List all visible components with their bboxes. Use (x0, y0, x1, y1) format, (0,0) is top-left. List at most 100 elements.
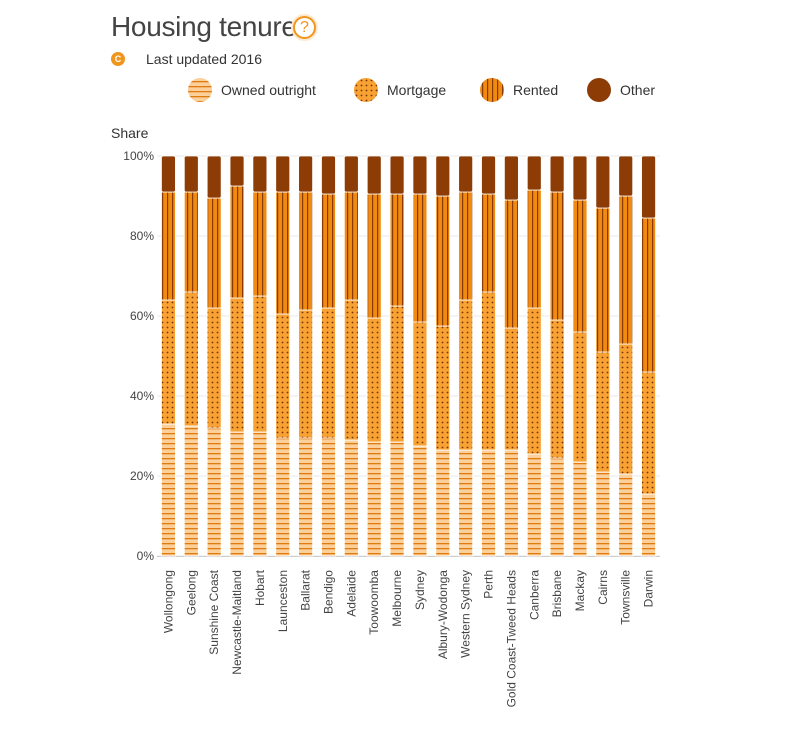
bar-segment-other[interactable] (229, 155, 245, 187)
bar-group[interactable] (572, 155, 588, 557)
bar-segment-rented[interactable] (549, 191, 565, 321)
bar-group[interactable] (458, 155, 474, 557)
bar-group[interactable] (412, 155, 428, 557)
bar-segment-rented[interactable] (183, 191, 199, 293)
bar-segment-rented[interactable] (321, 193, 336, 309)
bar-segment-mortgage[interactable] (458, 299, 474, 451)
bar-group[interactable] (435, 155, 451, 557)
bar-segment-mortgage[interactable] (206, 307, 222, 429)
bar-group[interactable] (161, 155, 176, 557)
bar-segment-rented[interactable] (503, 199, 519, 329)
bar-segment-owned-outright[interactable] (595, 471, 611, 557)
bar-segment-rented[interactable] (252, 191, 268, 297)
bar-segment-mortgage[interactable] (298, 309, 314, 439)
bar-segment-mortgage[interactable] (526, 307, 542, 455)
legend-item-mortgage[interactable]: Mortgage (354, 78, 446, 102)
bar-segment-rented[interactable] (641, 217, 656, 373)
bar-segment-other[interactable] (389, 155, 405, 195)
bar-segment-mortgage[interactable] (252, 295, 268, 433)
bar-segment-owned-outright[interactable] (275, 437, 291, 557)
bar-segment-rented[interactable] (389, 193, 405, 307)
bar-segment-rented[interactable] (229, 185, 245, 299)
bar-segment-owned-outright[interactable] (503, 449, 519, 557)
bar-segment-mortgage[interactable] (389, 305, 405, 443)
bar-segment-mortgage[interactable] (549, 319, 565, 459)
bar-segment-other[interactable] (298, 155, 314, 193)
bar-segment-mortgage[interactable] (641, 371, 656, 495)
bar-segment-other[interactable] (321, 155, 336, 195)
bar-segment-owned-outright[interactable] (321, 437, 336, 557)
bar-segment-owned-outright[interactable] (481, 449, 496, 557)
bar-segment-other[interactable] (366, 155, 382, 195)
legend-item-other[interactable]: Other (587, 78, 655, 102)
bar-segment-rented[interactable] (343, 191, 359, 301)
legend-item-rented[interactable]: Rented (480, 78, 558, 102)
bar-segment-owned-outright[interactable] (298, 437, 314, 557)
bar-segment-other[interactable] (526, 155, 542, 191)
bar-segment-owned-outright[interactable] (435, 449, 451, 557)
bar-segment-rented[interactable] (412, 193, 428, 323)
bar-segment-mortgage[interactable] (229, 297, 245, 433)
bar-group[interactable] (343, 155, 359, 557)
bar-group[interactable] (526, 155, 542, 557)
bar-segment-rented[interactable] (481, 193, 496, 293)
bar-segment-owned-outright[interactable] (526, 453, 542, 557)
bar-segment-other[interactable] (183, 155, 199, 193)
bar-group[interactable] (618, 155, 634, 557)
bar-segment-mortgage[interactable] (618, 343, 634, 475)
bar-group[interactable] (595, 155, 611, 557)
bar-segment-other[interactable] (572, 155, 588, 201)
bar-segment-mortgage[interactable] (412, 321, 428, 447)
bar-segment-other[interactable] (252, 155, 268, 193)
bar-segment-other[interactable] (412, 155, 428, 195)
bar-segment-owned-outright[interactable] (229, 431, 245, 557)
bar-segment-other[interactable] (641, 155, 656, 219)
bar-segment-owned-outright[interactable] (161, 423, 176, 557)
bar-group[interactable] (389, 155, 405, 557)
bar-segment-rented[interactable] (435, 195, 451, 327)
bar-segment-other[interactable] (458, 155, 474, 193)
bar-segment-other[interactable] (161, 155, 176, 193)
bar-group[interactable] (252, 155, 268, 557)
bar-group[interactable] (549, 155, 565, 557)
bar-segment-owned-outright[interactable] (572, 461, 588, 557)
bar-segment-rented[interactable] (526, 189, 542, 309)
bar-segment-owned-outright[interactable] (641, 493, 656, 557)
bar-segment-owned-outright[interactable] (389, 441, 405, 557)
bar-segment-rented[interactable] (595, 207, 611, 353)
bar-segment-other[interactable] (481, 155, 496, 195)
bar-segment-rented[interactable] (298, 191, 314, 311)
bar-segment-mortgage[interactable] (435, 325, 451, 451)
bar-segment-other[interactable] (275, 155, 291, 193)
bar-segment-owned-outright[interactable] (366, 441, 382, 557)
bar-segment-rented[interactable] (275, 191, 291, 315)
bar-segment-rented[interactable] (572, 199, 588, 333)
bar-segment-mortgage[interactable] (595, 351, 611, 473)
question-circle-icon[interactable]: ? (293, 16, 316, 39)
bar-segment-other[interactable] (503, 155, 519, 201)
bar-segment-owned-outright[interactable] (458, 449, 474, 557)
bar-group[interactable] (503, 155, 519, 557)
bar-segment-other[interactable] (343, 155, 359, 193)
bar-segment-owned-outright[interactable] (549, 457, 565, 557)
bar-segment-rented[interactable] (366, 193, 382, 319)
bar-segment-mortgage[interactable] (343, 299, 359, 441)
bar-group[interactable] (183, 155, 199, 557)
bar-group[interactable] (229, 155, 245, 557)
bar-segment-mortgage[interactable] (366, 317, 382, 443)
bar-segment-owned-outright[interactable] (412, 445, 428, 557)
bar-group[interactable] (298, 155, 314, 557)
bar-segment-other[interactable] (618, 155, 634, 197)
bar-segment-other[interactable] (206, 155, 222, 199)
bar-group[interactable] (275, 155, 291, 557)
bar-segment-mortgage[interactable] (275, 313, 291, 439)
bar-group[interactable] (206, 155, 222, 557)
bar-segment-other[interactable] (549, 155, 565, 193)
bar-segment-other[interactable] (595, 155, 611, 209)
bar-segment-rented[interactable] (161, 191, 176, 301)
bar-group[interactable] (321, 155, 336, 557)
bar-group[interactable] (481, 155, 496, 557)
bar-segment-owned-outright[interactable] (183, 425, 199, 557)
bar-group[interactable] (641, 155, 656, 557)
bar-group[interactable] (366, 155, 382, 557)
